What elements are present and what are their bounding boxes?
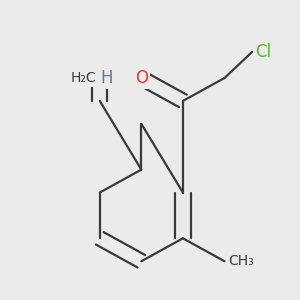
Text: H: H [100,69,113,87]
Text: O: O [135,69,148,87]
Text: Cl: Cl [255,43,271,61]
Text: H₂C: H₂C [71,71,96,85]
Text: CH₃: CH₃ [228,254,254,268]
